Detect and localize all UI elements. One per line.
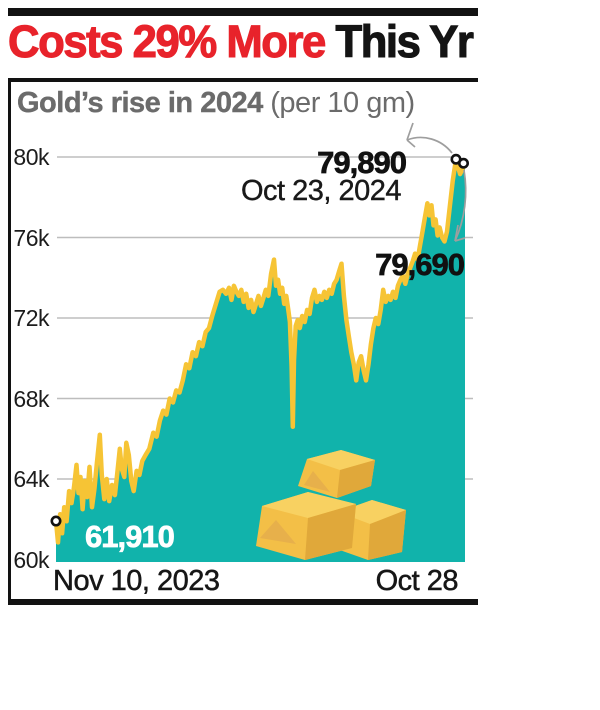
x-axis-end-label: Oct 28 <box>375 565 458 598</box>
x-axis-start-label: Nov 10, 2023 <box>53 565 221 598</box>
chart-title-bold: Gold’s rise in 2024 <box>17 87 264 119</box>
y-tick-72k: 72k <box>13 305 49 331</box>
last-value-label: 79,690 <box>375 247 466 283</box>
peak-date-label: Oct 23, 2024 <box>240 175 402 207</box>
headline-black: This Yr <box>324 16 475 67</box>
annotation-arrows <box>406 122 467 242</box>
gold-price-area-chart <box>50 122 473 562</box>
chart-card: Gold’s rise in 2024 (per 10 gm) <box>8 78 478 605</box>
headline-red: Costs 29% More <box>7 16 326 67</box>
last-point-marker <box>457 157 469 169</box>
peak-value-label: 79,890 <box>317 145 408 181</box>
y-tick-64k: 64k <box>13 466 49 492</box>
y-tick-68k: 68k <box>13 385 49 412</box>
y-tick-80k: 80k <box>13 144 49 170</box>
chart-title-unit: (per 10 gm) <box>262 87 415 119</box>
card-border-bottom <box>8 599 478 605</box>
last-callout-arrow <box>454 169 467 242</box>
start-value-label: 61,910 <box>85 519 176 555</box>
data-point-markers <box>50 153 469 527</box>
peak-callout-arrow <box>406 136 453 154</box>
top-rule-bar <box>8 8 478 16</box>
card-border-left <box>8 78 11 605</box>
y-tick-60k: 60k <box>13 546 49 573</box>
gold-bars-icon <box>256 450 406 560</box>
card-border-top <box>8 78 478 82</box>
y-tick-76k: 76k <box>13 224 49 251</box>
price-area-series <box>53 156 468 562</box>
headline: Costs 29% More This Yr <box>7 16 475 67</box>
chart-title: Gold’s rise in 2024 (per 10 gm) <box>17 87 415 120</box>
start-point-marker <box>50 515 62 527</box>
